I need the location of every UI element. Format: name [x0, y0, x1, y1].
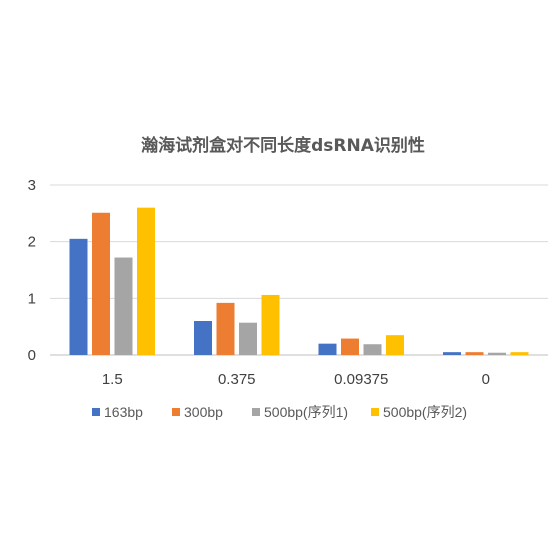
x-tick-label: 0: [482, 371, 490, 388]
bar: [239, 322, 257, 355]
legend-label: 500bp(序列2): [383, 404, 467, 420]
bar: [114, 257, 133, 355]
gridlines: [50, 184, 548, 356]
legend-swatch: [92, 408, 100, 416]
x-axis-ticks: 1.5 0.375 0.09375 0: [102, 371, 490, 388]
x-tick-label: 1.5: [102, 371, 123, 388]
y-tick-label: 1: [28, 290, 36, 307]
bar: [194, 321, 212, 355]
legend-swatch: [371, 408, 379, 416]
y-tick-label: 0: [28, 347, 36, 364]
bar: [443, 352, 461, 355]
legend-swatch: [172, 408, 180, 416]
legend-label: 300bp: [184, 404, 223, 420]
bar: [137, 207, 155, 355]
bar: [69, 238, 88, 355]
bar: [216, 302, 235, 355]
x-tick-label: 0.375: [218, 371, 256, 388]
bar: [510, 352, 529, 355]
bar: [261, 294, 280, 355]
bar: [341, 338, 359, 355]
chart-title: 瀚海试剂盒对不同长度dsRNA识别性: [140, 135, 425, 156]
y-tick-label: 3: [28, 177, 36, 194]
legend: 163bp 300bp 500bp(序列1) 500bp(序列2): [92, 404, 467, 420]
legend-label: 500bp(序列1): [264, 404, 348, 420]
bar: [386, 335, 404, 355]
legend-swatch: [252, 408, 260, 416]
bar: [318, 343, 337, 355]
bars: [69, 207, 529, 355]
y-tick-label: 2: [28, 234, 36, 251]
bar: [92, 212, 110, 355]
bar: [488, 352, 506, 355]
bar: [363, 344, 382, 355]
bar: [465, 352, 484, 355]
x-tick-label: 0.09375: [334, 371, 388, 388]
legend-label: 163bp: [104, 404, 143, 420]
y-axis-ticks: 0 1 2 3: [28, 177, 36, 364]
